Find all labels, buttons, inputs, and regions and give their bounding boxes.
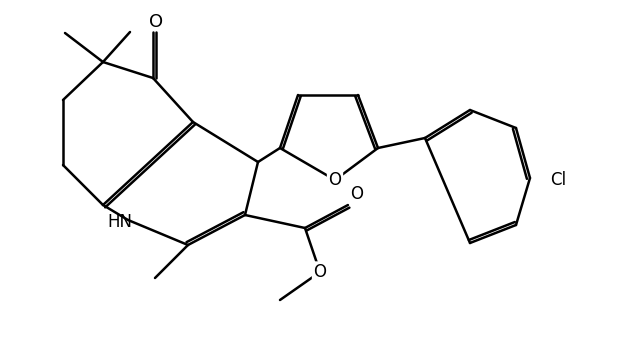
Text: O: O xyxy=(328,171,342,189)
Text: O: O xyxy=(149,13,163,31)
Text: O: O xyxy=(350,185,363,203)
Text: O: O xyxy=(314,263,326,281)
Text: Cl: Cl xyxy=(550,171,566,189)
Text: HN: HN xyxy=(108,213,132,231)
